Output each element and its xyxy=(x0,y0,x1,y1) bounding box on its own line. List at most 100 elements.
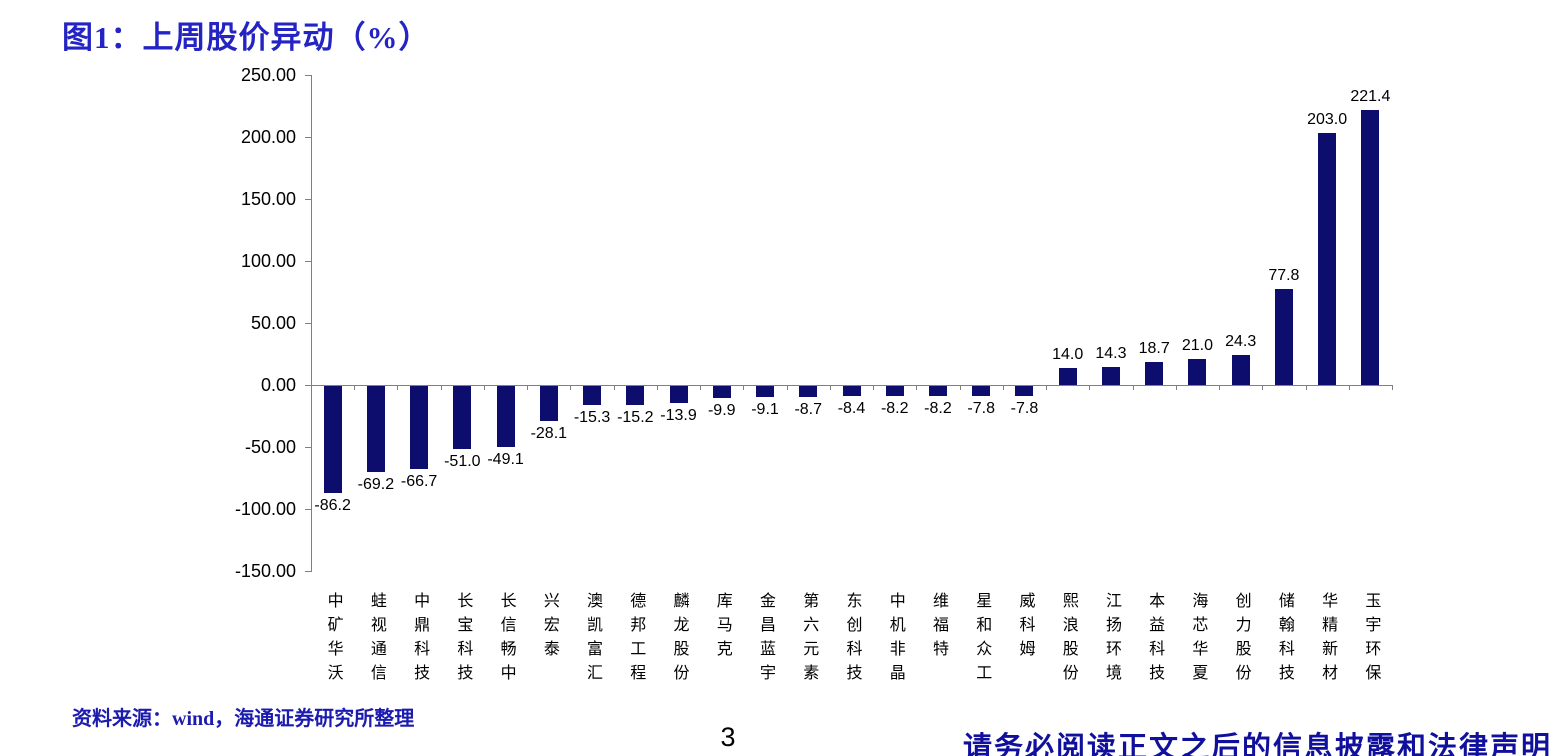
bar xyxy=(1015,386,1034,396)
x-axis-tick xyxy=(354,385,356,390)
x-axis-tick xyxy=(743,385,745,390)
x-axis-tick xyxy=(570,385,572,390)
value-label: -8.4 xyxy=(837,400,866,418)
category-label: 第六元素 xyxy=(800,592,818,688)
x-axis-tick xyxy=(613,385,615,390)
category-label: 中鼎科技 xyxy=(411,592,429,688)
bar xyxy=(1318,133,1337,385)
category-label: 中矿华沃 xyxy=(324,592,342,688)
category-label: 本益科技 xyxy=(1146,592,1164,688)
bar xyxy=(712,386,731,399)
y-tick-label: 100.00 xyxy=(240,251,296,271)
value-label: 77.8 xyxy=(1268,266,1300,284)
page-title: 图1：上周股价异动（%） xyxy=(62,20,431,55)
category-label: 维福特 xyxy=(929,592,947,664)
bar xyxy=(799,386,818,397)
y-axis-tick xyxy=(305,323,311,324)
y-axis-tick xyxy=(305,261,311,262)
y-axis-tick xyxy=(305,447,311,448)
x-axis-tick xyxy=(786,385,788,390)
x-axis-tick xyxy=(873,385,875,390)
category-label: 玉宇环保 xyxy=(1362,592,1380,688)
bar xyxy=(626,386,645,405)
value-label: -9.9 xyxy=(707,402,736,420)
value-label: 21.0 xyxy=(1181,336,1213,354)
value-label: -8.2 xyxy=(880,400,909,418)
bar xyxy=(453,386,472,450)
category-label: 熙浪股份 xyxy=(1059,592,1077,688)
value-label: 18.7 xyxy=(1138,339,1170,357)
bar xyxy=(669,386,688,404)
category-label: 澳凯富汇 xyxy=(584,592,602,688)
value-label: 203.0 xyxy=(1307,111,1348,129)
bar xyxy=(1145,361,1164,385)
x-axis-tick xyxy=(700,385,702,390)
y-tick-label: 150.00 xyxy=(240,189,296,209)
y-tick-label: 0.00 xyxy=(260,375,296,395)
value-label: -15.3 xyxy=(573,408,611,426)
y-tick-label: 250.00 xyxy=(240,65,296,85)
value-label: -8.2 xyxy=(924,400,952,418)
value-label: -86.2 xyxy=(314,496,351,514)
x-axis-tick xyxy=(1219,385,1221,390)
x-axis-tick xyxy=(1132,385,1134,390)
category-label: 蛙视通信 xyxy=(367,592,385,688)
bar xyxy=(972,386,991,396)
value-label: -7.8 xyxy=(967,399,995,417)
category-label: 金昌蓝宇 xyxy=(757,592,775,688)
category-label: 海芯华夏 xyxy=(1189,592,1207,688)
y-tick-label: 200.00 xyxy=(240,127,296,147)
bar xyxy=(323,386,342,493)
x-axis-tick xyxy=(1046,385,1048,390)
value-label: -13.9 xyxy=(660,407,697,425)
x-axis-tick xyxy=(1002,385,1004,390)
value-label: 24.3 xyxy=(1225,332,1257,350)
category-label: 储翰科技 xyxy=(1275,592,1293,688)
x-axis-tick xyxy=(1175,385,1177,390)
bar xyxy=(756,386,775,398)
y-tick-label: -100.00 xyxy=(234,499,296,519)
category-label: 长信畅中 xyxy=(497,592,515,688)
value-label: -8.7 xyxy=(794,400,823,418)
bar xyxy=(583,386,602,405)
x-axis-tick xyxy=(440,385,442,390)
y-tick-label: -150.00 xyxy=(234,561,296,581)
y-axis-line xyxy=(311,75,312,572)
bar xyxy=(1058,367,1077,385)
value-label: -66.7 xyxy=(400,472,438,490)
category-label: 中机非晶 xyxy=(886,592,904,688)
y-tick-label: 50.00 xyxy=(250,313,296,333)
y-axis-tick xyxy=(305,385,311,386)
x-axis-tick xyxy=(916,385,918,390)
bar xyxy=(885,386,904,397)
x-axis-tick xyxy=(397,385,399,390)
value-label: 14.0 xyxy=(1052,345,1084,363)
category-label: 德邦工程 xyxy=(627,592,645,688)
source-note: 资料来源：wind，海通证券研究所整理 xyxy=(72,708,415,730)
value-label: 14.3 xyxy=(1095,345,1127,363)
category-label: 兴宏泰 xyxy=(540,592,558,664)
x-axis-tick xyxy=(311,385,312,390)
x-axis-tick xyxy=(1348,385,1350,390)
value-label: -51.0 xyxy=(444,453,481,471)
y-axis-tick xyxy=(305,137,311,138)
category-label: 东创科技 xyxy=(843,592,861,688)
disclaimer: 请务必阅读正文之后的信息披露和法律声明 xyxy=(962,732,1552,756)
category-label: 创力股份 xyxy=(1232,592,1250,688)
y-axis-tick xyxy=(305,571,311,572)
y-axis-tick xyxy=(305,199,311,200)
value-label: -9.1 xyxy=(751,401,779,419)
x-axis-tick xyxy=(1392,385,1393,390)
bar xyxy=(1101,367,1120,385)
category-label: 麟龙股份 xyxy=(670,592,688,688)
bar xyxy=(1274,288,1293,385)
x-axis-tick xyxy=(656,385,658,390)
bar xyxy=(496,386,515,447)
bar xyxy=(366,386,385,472)
bar xyxy=(1361,110,1380,385)
x-axis-tick xyxy=(1262,385,1264,390)
value-label: -7.8 xyxy=(1010,399,1039,417)
category-label: 江扬环境 xyxy=(1102,592,1120,688)
x-axis-tick xyxy=(483,385,485,390)
